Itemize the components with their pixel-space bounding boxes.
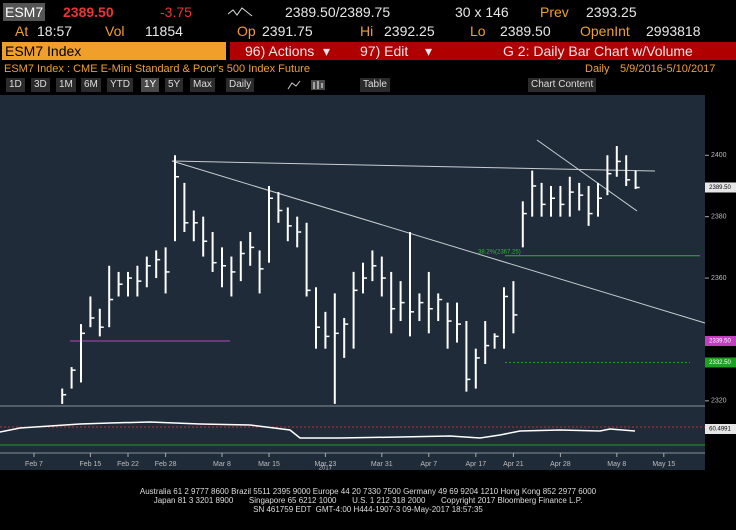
x-tick-label: Apr 7 bbox=[420, 461, 437, 468]
chart-content-button[interactable]: Chart Content bbox=[528, 78, 597, 92]
description: ESM7 Index : CME E-Mini Standard & Poor'… bbox=[4, 63, 310, 75]
vol: 11854 bbox=[145, 23, 183, 39]
time: 18:57 bbox=[37, 23, 73, 39]
bid-ask: 2389.50/2389.75 bbox=[285, 4, 391, 20]
tool-icons bbox=[287, 80, 325, 90]
menu-arrow: ▾ bbox=[323, 43, 331, 59]
size: 30 x 146 bbox=[455, 4, 509, 20]
ticker: ESM7 bbox=[3, 3, 46, 21]
menu-bar bbox=[230, 42, 736, 60]
year-label: 2017 bbox=[319, 466, 333, 470]
trendline bbox=[171, 160, 656, 172]
oscillator-label: 60.4991 bbox=[709, 427, 731, 433]
period-button[interactable]: YTD bbox=[107, 78, 133, 92]
security-box[interactable] bbox=[2, 42, 226, 60]
period-button[interactable]: 1Y bbox=[141, 78, 160, 92]
oi-label: OpenInt bbox=[580, 23, 630, 39]
menu-arrow: ▾ bbox=[425, 43, 433, 59]
change: -3.75 bbox=[160, 4, 192, 20]
x-tick-label: Mar 8 bbox=[213, 461, 231, 468]
actions-menu[interactable]: 96) Actions bbox=[245, 43, 315, 59]
oscillator-tag bbox=[705, 424, 736, 434]
x-tick-label: Apr 17 bbox=[465, 461, 486, 468]
period-button[interactable]: 6M bbox=[81, 78, 101, 92]
trendline bbox=[171, 160, 706, 324]
y-tick-label: 2380 bbox=[711, 214, 727, 221]
price-tag-label: 2332.50 bbox=[709, 360, 731, 366]
hi-label: Hi bbox=[360, 23, 374, 39]
interval-select[interactable]: Daily bbox=[226, 78, 255, 92]
hi: 2392.25 bbox=[384, 23, 435, 39]
date-range: 5/9/2016-5/10/2017 bbox=[620, 63, 716, 75]
x-tick-label: Feb 7 bbox=[25, 461, 43, 468]
x-tick-label: Mar 23 bbox=[315, 461, 337, 468]
x-tick-label: Apr 28 bbox=[550, 461, 571, 468]
period-button[interactable]: Max bbox=[190, 78, 215, 92]
x-tick-label: Mar 31 bbox=[371, 461, 393, 468]
level-label: 38.2%(2367.25) bbox=[478, 249, 521, 255]
sparkline bbox=[228, 7, 253, 17]
plot-background bbox=[0, 95, 705, 470]
x-tick-label: Feb 15 bbox=[80, 461, 102, 468]
period-button[interactable]: 3D bbox=[31, 78, 50, 92]
chart: 60.4991 2320 2360 2380 2400 Feb 7 Feb 15 Feb 2… bbox=[0, 95, 736, 470]
x-tick-label: May 15 bbox=[652, 461, 675, 468]
open-interest: 2993818 bbox=[646, 23, 701, 39]
y-tick-label: 2320 bbox=[711, 398, 727, 405]
y-tick-label: 2400 bbox=[711, 152, 727, 159]
frequency: Daily bbox=[585, 63, 610, 75]
y-tick-label: 2360 bbox=[711, 275, 727, 282]
price-tag bbox=[705, 357, 736, 368]
x-tick-label: Feb 28 bbox=[155, 461, 177, 468]
price-tag bbox=[705, 182, 736, 193]
trendline bbox=[536, 139, 638, 212]
price-tag bbox=[705, 335, 736, 346]
x-tick-label: May 8 bbox=[607, 461, 626, 468]
period-button[interactable]: 1D bbox=[6, 78, 25, 92]
lo-label: Lo bbox=[470, 23, 486, 39]
chart-name: G 2: Daily Bar Chart w/Volume bbox=[503, 43, 693, 59]
footer-line: SN 461759 EDT GMT-4:00 H444-1907-3 09-Ma… bbox=[253, 505, 483, 514]
op-label: Op bbox=[237, 23, 256, 39]
price-tag-label: 2339.50 bbox=[709, 339, 731, 345]
footer-line: Japan 81 3 3201 8900 Singapore 65 6212 1… bbox=[153, 496, 583, 505]
lo: 2389.50 bbox=[500, 23, 551, 39]
prev-label: Prev bbox=[540, 4, 569, 20]
axis-background bbox=[705, 95, 736, 470]
vol-label: Vol bbox=[105, 23, 125, 39]
x-tick-label: Apr 21 bbox=[503, 461, 524, 468]
last-price: 2389.50 bbox=[63, 4, 114, 20]
at-label: At bbox=[15, 23, 29, 39]
oscillator-line bbox=[0, 421, 636, 439]
security[interactable]: ESM7 Index bbox=[5, 43, 82, 59]
footer-line: Australia 61 2 9777 8600 Brazil 5511 239… bbox=[139, 487, 597, 496]
period-button[interactable]: 5Y bbox=[165, 78, 184, 92]
table-button[interactable]: Table bbox=[360, 78, 390, 92]
period-button[interactable]: 1M bbox=[56, 78, 76, 92]
x-tick-label: Feb 22 bbox=[117, 461, 139, 468]
edit-menu[interactable]: 97) Edit bbox=[360, 43, 409, 59]
prev: 2393.25 bbox=[586, 4, 637, 20]
op: 2391.75 bbox=[262, 23, 313, 39]
price-tag-label: 2389.50 bbox=[709, 185, 731, 191]
x-tick-label: Mar 15 bbox=[258, 461, 280, 468]
